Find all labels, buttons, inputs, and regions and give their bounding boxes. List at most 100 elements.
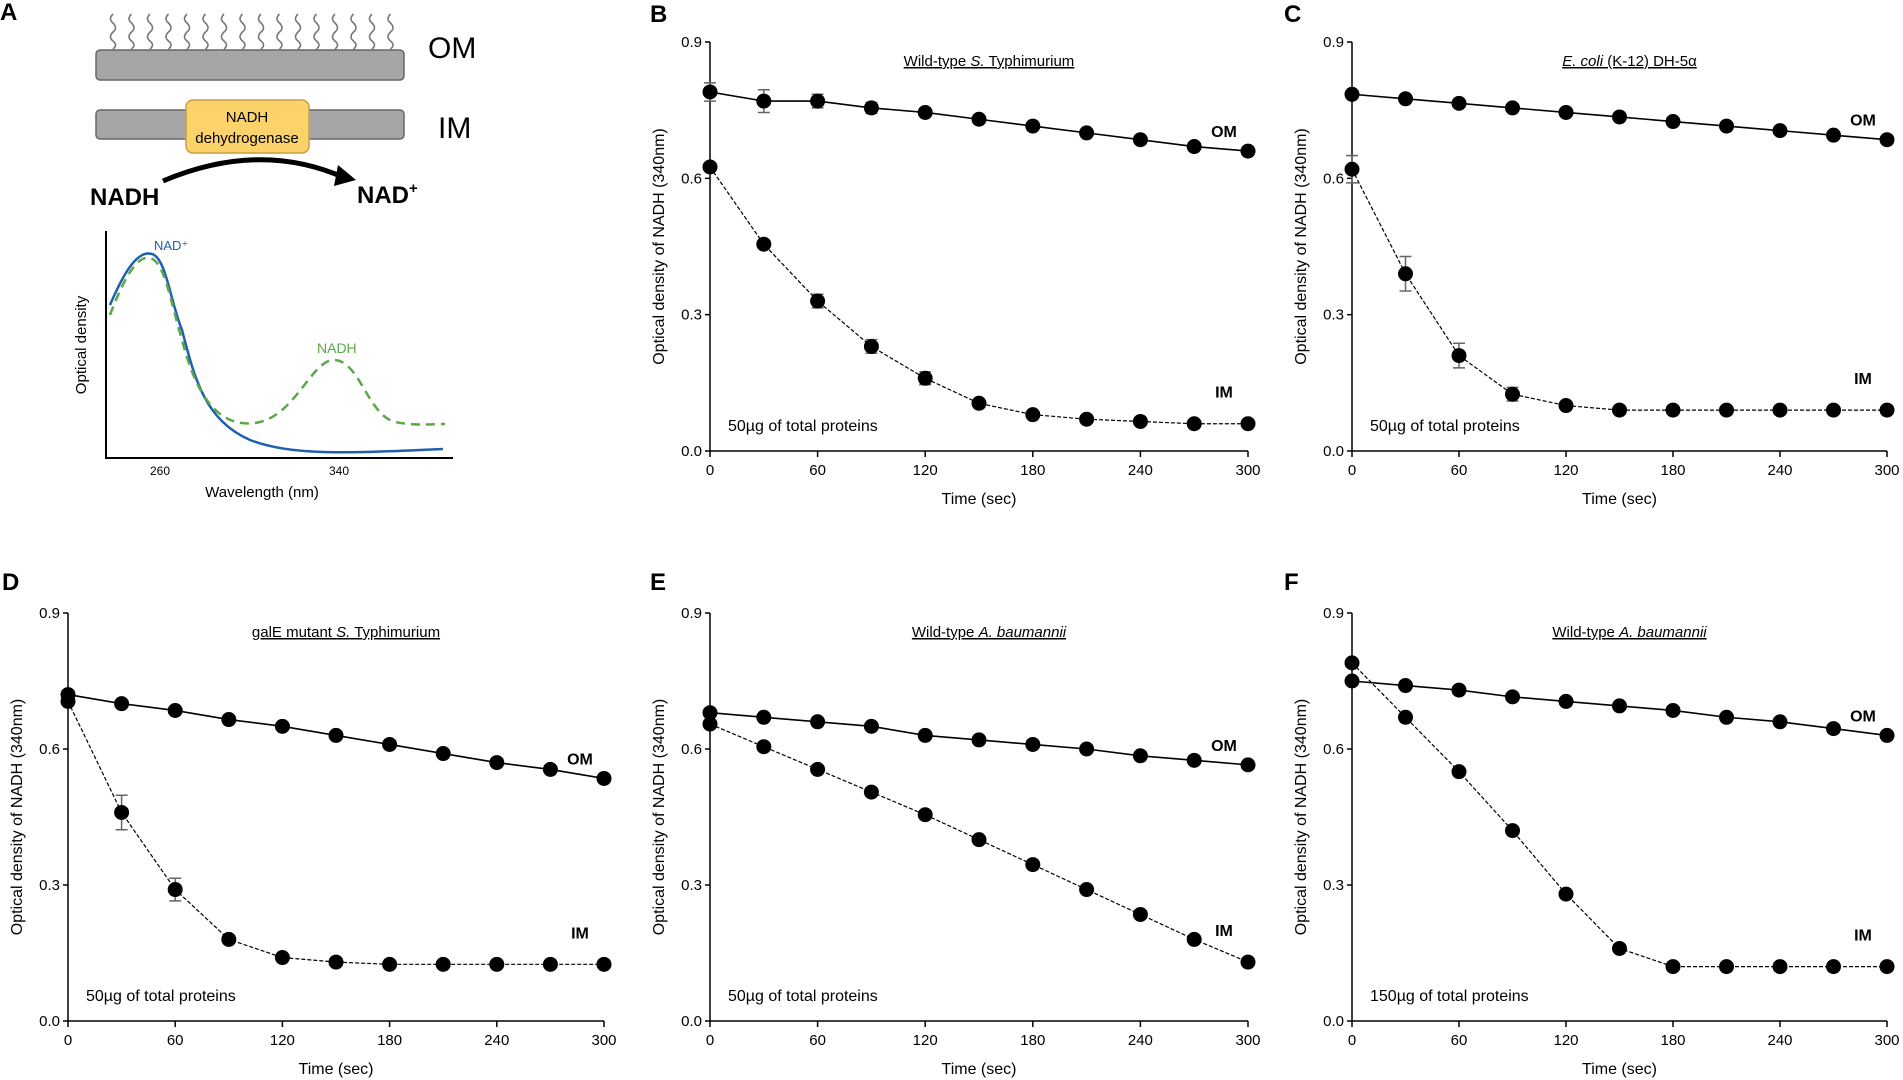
series-label-om: OM [1211, 124, 1237, 141]
enzyme-label-line1: NADH [226, 109, 269, 126]
chart-panel-d: D 0.0 0.3 0.6 0.9 0 60 120 180 240 300 Time (sec) Op… [2, 569, 617, 1078]
data-point-om [274, 718, 290, 734]
spectrum-xlabel: Wavelength (nm) [205, 484, 319, 501]
y-tick-label: 0.9 [681, 34, 702, 51]
chart-title-part: Typhimurium [985, 53, 1075, 70]
x-tick-label: 180 [1020, 1032, 1045, 1049]
x-tick-label: 180 [1660, 1032, 1685, 1049]
lps-squiggle [368, 13, 376, 50]
data-point-om [1719, 709, 1734, 725]
data-point-om [1132, 748, 1148, 764]
lps-squiggle [387, 13, 394, 50]
data-point-im [1772, 402, 1788, 418]
data-point-om [1451, 682, 1467, 698]
nadh-substrate: NADH [90, 184, 159, 211]
nadh-dehydrogenase-box [185, 99, 310, 154]
data-point-im [1558, 398, 1574, 414]
data-point-om [1505, 100, 1520, 116]
data-point-im [1344, 655, 1360, 671]
lps-squiggle [183, 13, 191, 50]
x-tick-label: 60 [809, 462, 826, 479]
data-point-im [1772, 959, 1788, 975]
data-point-om [1344, 673, 1360, 689]
data-point-im [1398, 709, 1413, 725]
data-point-om [1079, 741, 1095, 757]
data-point-im [756, 739, 772, 755]
y-tick-label: 0.3 [39, 877, 60, 894]
y-tick-label: 0.9 [1323, 34, 1344, 51]
x-tick-label: 240 [1767, 1032, 1792, 1049]
lps-squiggle [220, 13, 228, 50]
data-point-im [1665, 959, 1681, 975]
reaction-arrow [162, 157, 347, 184]
data-point-im [1132, 413, 1148, 429]
data-point-om [1186, 139, 1202, 155]
data-point-om [810, 714, 826, 730]
chart-panel-c: C 0.0 0.3 0.6 0.9 0 60 120 180 240 300 Time (sec) Op… [1284, 1, 1900, 508]
series-label-om: OM [1850, 708, 1876, 725]
data-point-om [1079, 125, 1095, 141]
x-tick-label: 300 [1874, 462, 1899, 479]
x-tick-label: 60 [167, 1032, 184, 1049]
data-point-om [1665, 702, 1681, 718]
chart-title-part: A. baumannii [1618, 624, 1707, 641]
data-point-om [1879, 727, 1895, 743]
x-tick-label: 60 [1451, 1032, 1468, 1049]
chart-title: Wild-type A. baumannii [1552, 624, 1707, 641]
data-point-om [1719, 118, 1734, 134]
chart-title-part: S. [970, 53, 984, 70]
y-tick-label: 0.3 [1323, 877, 1344, 894]
data-point-om [810, 93, 826, 109]
data-point-om [1398, 678, 1413, 694]
data-point-im [167, 882, 183, 898]
x-tick-label: 0 [706, 462, 714, 479]
data-point-om [489, 755, 505, 771]
data-point-om [221, 712, 237, 728]
data-point-im [1612, 402, 1627, 418]
data-point-im [863, 784, 879, 800]
protein-amount-annotation: 150µg of total proteins [1370, 988, 1529, 1005]
data-point-om [702, 705, 718, 721]
series-label-im: IM [1854, 371, 1872, 388]
y-tick-label: 0.9 [1323, 605, 1344, 622]
data-point-om [114, 696, 130, 712]
data-point-im [1240, 954, 1256, 970]
enzyme-label-line2: dehydrogenase [195, 130, 298, 147]
protein-amount-annotation: 50µg of total proteins [728, 418, 878, 435]
series-label-om: OM [1211, 738, 1237, 755]
data-point-om [1665, 114, 1681, 130]
data-point-om [1398, 91, 1413, 107]
series-label-im: IM [1215, 385, 1233, 402]
data-point-om [971, 732, 987, 748]
data-point-im [1186, 416, 1202, 432]
data-point-om [1025, 736, 1041, 752]
nadh-spectrum-line [108, 256, 446, 426]
x-tick-label: 0 [1348, 462, 1356, 479]
x-tick-label: 300 [1235, 1032, 1260, 1049]
lps-squiggle [257, 13, 265, 50]
data-point-om [542, 761, 558, 777]
data-point-im [1612, 940, 1627, 956]
nad-product-sup: + [409, 180, 418, 197]
data-point-im [435, 956, 451, 972]
y-axis-label: Optical density of NADH (340nm) [9, 699, 26, 936]
x-tick-label: 0 [706, 1032, 714, 1049]
data-point-im [971, 395, 987, 411]
data-point-im [917, 370, 933, 386]
y-tick-label: 0.3 [681, 307, 702, 324]
nad-spectrum-line [108, 252, 444, 454]
data-point-om [1826, 721, 1841, 737]
x-tick-label: 120 [913, 1032, 938, 1049]
data-point-im [382, 956, 398, 972]
lps-squiggle [202, 13, 209, 50]
x-tick-label: 0 [64, 1032, 72, 1049]
data-point-im [542, 956, 558, 972]
data-point-om [1826, 127, 1841, 143]
lps-squiggles [109, 13, 394, 50]
x-tick-label: 60 [809, 1032, 826, 1049]
protein-amount-annotation: 50µg of total proteins [728, 988, 878, 1005]
data-point-im [1451, 348, 1467, 364]
data-point-im [863, 338, 879, 354]
data-point-om [167, 702, 183, 718]
panel-letter: A [0, 0, 17, 26]
